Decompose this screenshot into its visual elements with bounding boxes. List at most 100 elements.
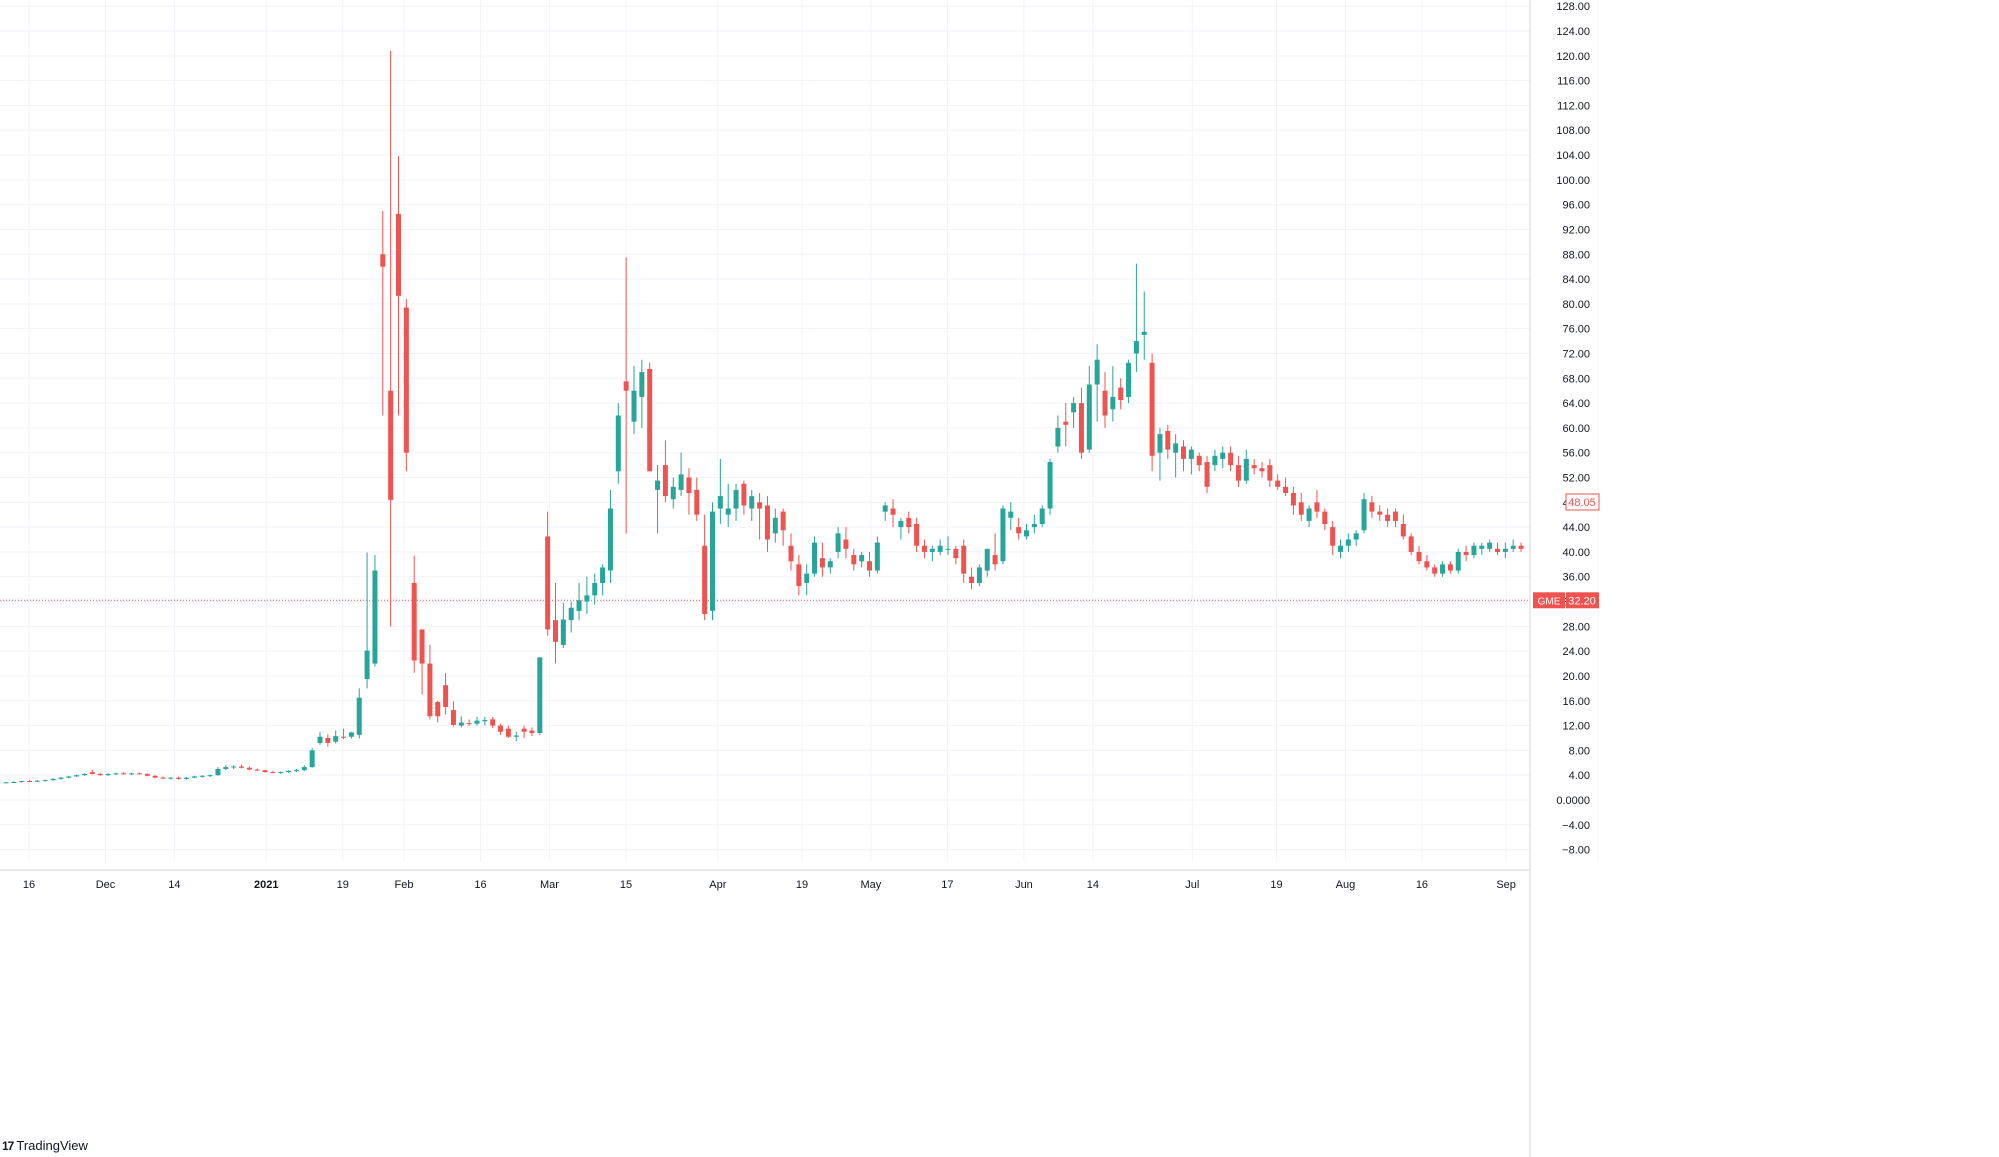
price-tick-label: −8.00: [1562, 845, 1590, 857]
candle: [529, 727, 535, 737]
candle-body: [1118, 387, 1124, 400]
current-price-tag-bg: [1565, 493, 1600, 511]
candle: [215, 767, 221, 776]
time-tick-label: 14: [168, 879, 180, 891]
candle: [1157, 427, 1163, 481]
price-tick-label: 60.00: [1562, 423, 1590, 435]
candle-body: [27, 781, 33, 783]
candle: [843, 527, 849, 559]
candle: [788, 533, 794, 571]
candle-body: [482, 719, 488, 722]
candle-body: [168, 777, 174, 779]
candle: [207, 774, 213, 778]
candle-body: [66, 776, 72, 778]
candle-body: [364, 650, 370, 680]
candle-body: [356, 697, 362, 735]
price-tick-label: 92.00: [1562, 224, 1590, 236]
candle: [1251, 458, 1257, 475]
candle-body: [1102, 390, 1108, 416]
candle-body: [1314, 502, 1320, 512]
candle-body: [568, 607, 574, 621]
candle: [176, 776, 182, 780]
candle-body: [945, 548, 951, 550]
candle-body: [191, 776, 197, 778]
candle: [388, 50, 394, 627]
candle-body: [615, 415, 621, 472]
candle: [882, 502, 888, 521]
candle-body: [1518, 545, 1524, 549]
candle: [1039, 505, 1045, 528]
candle-body: [301, 767, 307, 771]
price-tick-label: 124.00: [1556, 26, 1590, 38]
candle-body: [1447, 564, 1453, 571]
candle-body: [207, 775, 213, 777]
price-tick-label: 116.00: [1557, 76, 1590, 88]
candle-body: [545, 536, 551, 630]
candle: [1141, 291, 1147, 360]
candle-body: [1126, 362, 1132, 397]
candle-body: [1455, 551, 1461, 571]
candle: [961, 539, 967, 583]
price-tick-label: 112.00: [1557, 100, 1590, 112]
candle: [1110, 365, 1116, 422]
candle-body: [953, 548, 959, 559]
candle-body: [647, 368, 653, 472]
candle-body: [443, 685, 449, 707]
candle-body: [639, 372, 645, 397]
candle: [757, 493, 763, 540]
candle-body: [317, 736, 323, 743]
candle: [1000, 505, 1006, 565]
candle-body: [246, 767, 252, 770]
candle: [1502, 542, 1508, 559]
tradingview-logo-icon: 17: [2, 1138, 14, 1153]
time-tick-label: 16: [474, 879, 486, 891]
candle: [1424, 555, 1430, 571]
candle-body: [309, 750, 315, 768]
candle-body: [1055, 427, 1061, 447]
candle: [537, 657, 543, 735]
candle-body: [906, 517, 912, 528]
candle: [239, 764, 244, 769]
candle: [984, 548, 990, 577]
candle: [1275, 474, 1281, 490]
candle-body: [812, 542, 818, 574]
candle: [1377, 505, 1383, 521]
candle-body: [969, 576, 975, 583]
candle: [1016, 517, 1022, 540]
candle: [231, 765, 237, 769]
brand[interactable]: 17 TradingView: [2, 1138, 88, 1153]
candle-body: [215, 768, 221, 776]
symbol-tag-bg: [1533, 592, 1565, 609]
candle-body: [239, 766, 244, 768]
candle-body: [521, 728, 527, 732]
candle-body: [1283, 486, 1289, 494]
candle-body: [136, 773, 142, 775]
candle: [341, 728, 347, 740]
price-axis: −8.00 −4.00 0.0000 4.00 8.00 12.00 16.00 20.00 2…: [1529, 0, 1590, 1157]
candle-body: [474, 720, 480, 724]
candle-body: [867, 561, 872, 571]
candle: [42, 779, 48, 782]
candle: [1259, 462, 1265, 478]
candle: [1078, 387, 1084, 459]
candle: [576, 582, 582, 621]
price-tick-label: 100.00: [1556, 175, 1590, 187]
candle-body: [1204, 462, 1210, 487]
candle-body: [388, 390, 394, 500]
candle: [1008, 502, 1014, 531]
candle-body: [1424, 561, 1430, 568]
price-tick-label: 28.00: [1562, 621, 1590, 633]
time-tick-label: Dec: [96, 879, 116, 891]
candle: [812, 536, 818, 577]
price-tick-label: 68.00: [1562, 373, 1590, 385]
candle-body: [607, 508, 613, 571]
price-tick-label: 4.00: [1569, 770, 1590, 782]
candle-body: [859, 555, 865, 562]
candle: [686, 468, 692, 515]
candle-body: [1510, 545, 1516, 549]
price-labels: GME 32.20 48.05: [1533, 493, 1600, 609]
candle: [1102, 372, 1108, 428]
candle-body: [348, 732, 354, 737]
candle-body: [1502, 548, 1508, 552]
